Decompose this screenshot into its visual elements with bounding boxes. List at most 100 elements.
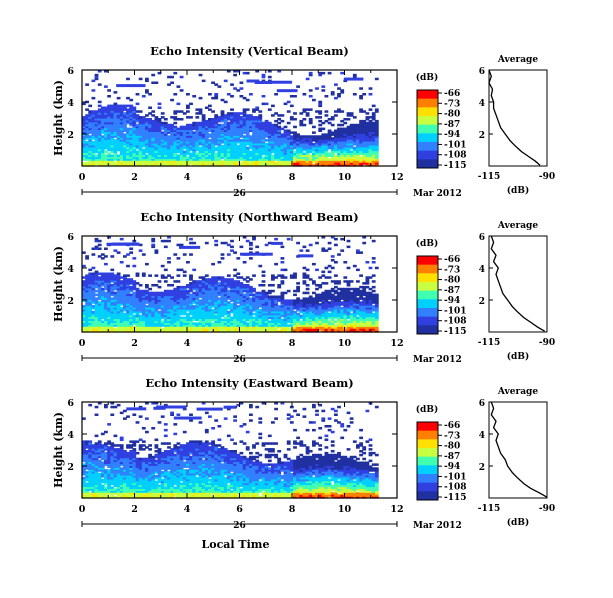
heatmap-cell [126,289,130,293]
heatmap-cell [223,131,228,134]
heatmap-cell [113,123,118,127]
heatmap-cell [302,307,307,310]
heatmap-cell [110,268,115,272]
heatmap-cell [189,162,193,165]
heatmap-cell [195,112,200,115]
heatmap-cell [308,135,313,138]
heatmap-cell [245,291,250,295]
heatmap-cell [88,299,93,302]
heatmap-cell [123,324,127,327]
heatmap-cell [132,144,137,148]
heatmap-cell [173,303,178,306]
heatmap-cell [217,284,222,287]
heatmap-cell [135,305,140,308]
heatmap-cell [151,123,156,127]
heatmap-cell [167,123,171,127]
heatmap-cell [233,135,237,138]
heatmap-cell [107,305,111,308]
heatmap-cell [340,127,345,131]
heatmap-cell [154,121,159,125]
heatmap-cell [154,318,159,322]
heatmap-cell [352,143,357,146]
heatmap-cell [141,322,146,325]
heatmap-cell [141,137,146,140]
heatmap-cell [308,310,313,314]
heatmap-cell [223,241,228,245]
x-tick-label: 10 [338,172,352,183]
heatmap-cell [167,297,171,300]
heatmap-cell [327,264,332,268]
heatmap-cell [220,295,225,298]
heatmap-cell [126,164,130,167]
heatmap-cell [223,144,228,148]
heatmap-cell [97,116,102,119]
heatmap-cell [123,287,127,291]
heatmap-cell [267,305,272,308]
heatmap-cell [302,152,307,156]
heatmap-cell [374,158,379,161]
heatmap-cell [182,150,187,154]
heatmap-cell [129,162,134,165]
heatmap-cell [334,316,338,320]
heatmap-cell [293,139,297,142]
heatmap-cell [258,135,263,138]
heatmap-cell [280,154,285,157]
heatmap-cell [352,307,357,310]
heatmap-cell [151,303,156,306]
heatmap-cell [91,301,96,304]
heatmap-cell [170,295,174,298]
heatmap-cell [189,278,193,281]
heatmap-cell [220,137,225,140]
heatmap-cell [296,146,300,150]
heatmap-cell [277,324,282,327]
heatmap-cell [107,278,111,281]
heatmap-cell [368,133,373,136]
heatmap-cell [359,158,363,161]
heatmap-cell [249,318,253,322]
heatmap-cell [119,285,124,289]
heatmap-cell [182,312,187,316]
heatmap-cell [305,154,310,157]
heatmap-cell [173,310,178,314]
heatmap-cell [145,123,149,127]
heatmap-cell [100,282,105,285]
heatmap-cell [233,162,237,165]
heatmap-cell [88,314,93,318]
heatmap-cell [132,309,137,312]
heatmap-cell [302,320,307,323]
heatmap-cell [312,324,316,327]
heatmap-cell [119,150,124,154]
heatmap-cell [186,314,190,318]
heatmap-cell [186,131,190,134]
heatmap-cell [97,123,102,127]
heatmap-cell [283,276,288,279]
heatmap-cell [145,262,149,266]
heatmap-cell [371,324,376,327]
heatmap-cell [356,328,360,331]
heatmap-cell [160,299,165,302]
heatmap-cell [163,295,168,298]
heatmap-cell [365,133,370,136]
heatmap-cell [123,322,127,325]
heatmap-cell [126,312,130,316]
heatmap-cell [173,139,178,142]
heatmap-cell [274,144,278,148]
heatmap-cell [261,291,266,295]
heatmap-cell [315,330,319,333]
heatmap-cell [104,299,108,302]
heatmap-cell [151,73,156,77]
heatmap-cell [110,255,115,258]
heatmap-cell [226,307,231,310]
heatmap-cell [157,312,162,316]
heatmap-cell [362,285,367,289]
heatmap-cell [179,127,184,131]
heatmap-cell [189,322,193,325]
heatmap-cell [321,309,326,312]
heatmap-cell [85,310,89,314]
heatmap-cell [220,305,225,308]
heatmap-cell [195,127,200,131]
heatmap-cell [264,162,269,165]
heatmap-cell [327,131,332,134]
heatmap-cell [138,305,143,308]
heatmap-cell [236,320,241,323]
